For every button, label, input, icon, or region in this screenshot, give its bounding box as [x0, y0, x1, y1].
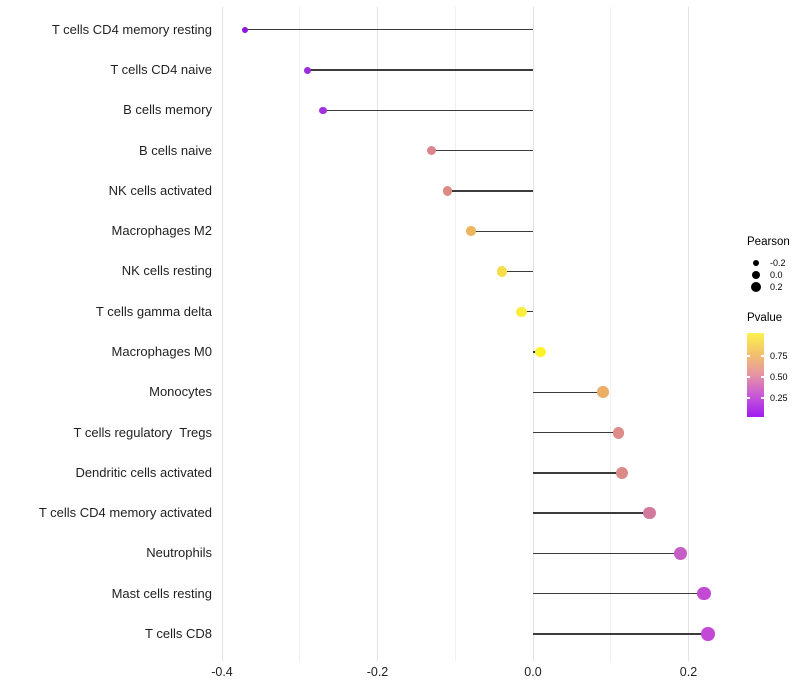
data-point-dot — [442, 186, 453, 196]
y-axis-label: Mast cells resting — [111, 585, 212, 601]
y-axis-label: T cells CD8 — [145, 626, 212, 641]
colorbar-tick — [761, 397, 764, 399]
y-axis-label: Macrophages M2 — [111, 223, 212, 239]
lollipop-stem — [307, 69, 533, 71]
x-gridline-minor — [299, 7, 301, 661]
x-axis-tick-label: -0.4 — [211, 665, 233, 679]
y-axis-label: Neutrophils — [146, 545, 212, 561]
x-gridline-major — [532, 7, 534, 661]
data-point-dot — [612, 426, 625, 439]
legend-color-title: Pvalue — [747, 312, 783, 324]
legend-size-label: 0.2 — [770, 281, 783, 292]
legend-size-title: Pearson — [747, 236, 790, 248]
y-axis-label: B cells memory — [123, 102, 212, 118]
lollipop-stem — [431, 149, 533, 152]
lollipop-stem — [323, 109, 533, 112]
legend-size-dot — [752, 259, 760, 267]
x-axis-tick-label: 0.2 — [679, 665, 698, 679]
y-axis-label: B cells naive — [139, 142, 212, 158]
lollipop-stem — [533, 472, 623, 474]
colorbar-tick — [747, 355, 750, 357]
data-point-dot — [496, 266, 507, 277]
x-gridline-minor — [610, 7, 612, 661]
legend-size-label: 0.0 — [770, 269, 783, 280]
lollipop-stem — [533, 593, 705, 595]
colorbar-tick — [747, 397, 750, 399]
y-axis-label: Monocytes — [149, 384, 212, 400]
data-point-dot — [597, 386, 609, 399]
lollipop-stem — [521, 311, 533, 313]
x-axis-tick-label: 0.0 — [524, 665, 542, 679]
legend-color-tick-label: 0.25 — [770, 392, 788, 403]
colorbar-tick — [747, 376, 750, 378]
data-point-dot — [516, 306, 527, 317]
y-axis-label: NK cells resting — [121, 263, 212, 279]
data-point-dot — [697, 587, 711, 601]
data-point-dot — [303, 66, 312, 74]
y-axis-label: T cells CD4 memory activated — [38, 505, 212, 521]
lollipop-stem — [533, 552, 681, 555]
y-axis-label: Macrophages M0 — [111, 344, 212, 360]
x-gridline-minor — [454, 7, 456, 661]
legend-color-tick-label: 0.75 — [770, 350, 788, 361]
legend-size-dot — [751, 270, 761, 280]
data-point-dot — [242, 26, 249, 33]
y-axis-label: Dendritic cells activated — [75, 464, 212, 480]
x-gridline-major — [688, 7, 689, 661]
x-axis-tick-label: -0.2 — [366, 665, 389, 679]
data-point-dot — [465, 226, 476, 236]
lollipop-stem — [533, 512, 650, 514]
lollipop-stem — [533, 633, 708, 635]
data-point-dot — [643, 506, 656, 520]
data-point-dot — [535, 346, 547, 358]
colorbar-tick — [761, 355, 764, 357]
data-point-dot — [674, 547, 688, 560]
y-axis-label: NK cells activated — [108, 182, 212, 198]
pvalue-colorbar — [747, 333, 764, 417]
lollipop-stem — [245, 29, 533, 31]
y-axis-label: T cells CD4 naive — [110, 62, 212, 78]
x-gridline-major — [221, 7, 223, 661]
lollipop-stem — [533, 391, 603, 393]
data-point-dot — [701, 627, 715, 641]
legend-color-tick-label: 0.50 — [770, 371, 788, 382]
lollipop-stem — [501, 270, 533, 273]
legend-size-dot — [751, 282, 761, 292]
lollipop-stem — [447, 190, 533, 192]
y-axis-label: T cells regulatory Tregs — [73, 424, 212, 440]
x-gridline-major — [377, 7, 378, 661]
data-point-dot — [427, 146, 437, 156]
y-axis-label: T cells CD4 memory resting — [51, 21, 212, 37]
data-point-dot — [616, 466, 629, 479]
legend-size-label: -0.2 — [770, 257, 786, 268]
lollipop-stem — [470, 230, 533, 232]
data-point-dot — [319, 106, 327, 115]
lollipop-stem — [533, 431, 619, 434]
y-axis-label: T cells gamma delta — [95, 303, 212, 319]
colorbar-tick — [761, 376, 764, 378]
